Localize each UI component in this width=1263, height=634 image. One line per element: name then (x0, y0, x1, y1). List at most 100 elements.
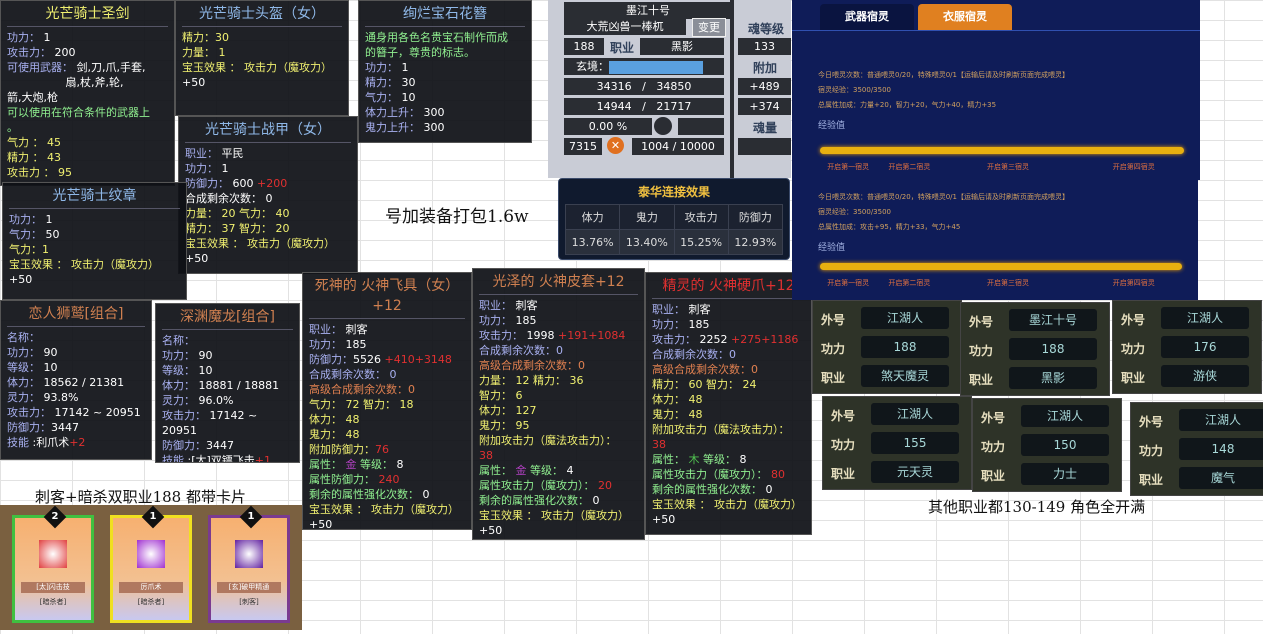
line-text: 宝玉效果 ： 攻击力（魔攻力） (182, 61, 332, 74)
line-text: 剩余的属性强化次数： (309, 488, 423, 501)
tooltip-line: 通身用各色名贵宝石制作而成 (365, 30, 525, 45)
line-text: 30 (398, 76, 416, 89)
field-value: 黑影 (1009, 367, 1097, 389)
line-text: +50 (182, 76, 206, 89)
line-text: 气力： (365, 91, 398, 104)
line-text: 攻击力： (652, 333, 696, 346)
line-text: 属性： (309, 458, 346, 471)
character-card[interactable]: 外号 江湖人 功力 176 职业 游侠 (1112, 300, 1262, 394)
line-text: 属性防御力： (309, 473, 379, 486)
change-button[interactable]: 变更 (692, 18, 726, 37)
exp-label: 经验值 (818, 243, 846, 253)
character-card[interactable]: 外号 江湖人 功力 155 职业 元天灵 (822, 396, 972, 490)
skill-card[interactable]: 2 [太]闪击技 [暗杀者] (12, 505, 94, 623)
row-job: 职业 黑影 (969, 367, 1097, 391)
row-power: 功力 188 (821, 336, 949, 360)
tooltip-pet1: 恋人狮鹫[组合] 名称： 功力： 90 等级： 10 体力： 18562 / 21381… (0, 300, 152, 460)
character-card[interactable]: 外号 墨江十号 功力 188 职业 黑影 (960, 302, 1110, 396)
line-text: 高级合成剩余次数：0 (479, 359, 585, 372)
tooltip-line: 合成剩余次数： 0 (185, 191, 351, 206)
line-text: 精力 ： 43 (7, 151, 61, 164)
line-text: +50 (479, 524, 503, 537)
tooltip-line: 可以使用在符合条件的武器上 (7, 105, 168, 120)
line-text: 3447 (206, 439, 234, 452)
tooltip-line: 防御力：3447 (162, 438, 293, 453)
character-info-panel: 墨江十号 大荒凶兽一棒杌 变更 188 职业 黑影 玄境： 34316 / 34… (548, 0, 791, 178)
tooltip-line: 体力： 48 (309, 412, 465, 427)
row-nick: 外号 江湖人 (831, 403, 959, 427)
caption-pack: 号加装备打包1.6w (385, 207, 529, 227)
tooltip-line: 气力：1 (9, 242, 180, 257)
line-text: 高级合成剩余次数：0 (309, 383, 415, 396)
tooltip-line: 属性： 木 等级： 8 (652, 452, 805, 467)
line-text: 1 (218, 162, 229, 175)
tooltip-line: 38 (479, 448, 638, 463)
line-text: 185 (512, 314, 537, 327)
tooltip-line: 属性： 金 等级： 4 (479, 463, 638, 478)
hp-value: 34316 (596, 80, 632, 93)
character-card[interactable]: 外号 江湖人 功力 150 职业 力士 (972, 398, 1122, 492)
skill-name: [太]闪击技 (21, 582, 85, 593)
character-card[interactable]: 外号 江湖人 功力 148 职业 魔气 (1130, 402, 1263, 496)
line-text: +275+1186 (731, 333, 799, 346)
tooltip-line: 属性： 金 等级： 8 (309, 457, 465, 472)
skill-card[interactable]: 1 厉爪术 [暗杀者] (110, 505, 192, 623)
close-icon[interactable]: ✕ (607, 137, 624, 154)
line-text: 2252 (696, 333, 731, 346)
tooltip-pet2: 深渊魔龙[组合] 名称： 功力： 90 等级： 10 体力： 18881 / 18881… (155, 303, 300, 463)
line-text: 气力：1 (9, 243, 49, 256)
row-power: 功力 188 (969, 338, 1097, 362)
milestone-label: 开启第一宿灵 (827, 163, 870, 171)
milestone-label: 开启第四宿灵 (1112, 163, 1155, 171)
line-text: 1 (40, 31, 51, 44)
field-value: 煞天魔灵 (861, 365, 949, 387)
tab-weapon-spirit[interactable]: 武器宿灵 (820, 4, 914, 30)
tooltip-line: 攻击力： 2252 +275+1186 (652, 332, 805, 347)
nickname-field: 大荒凶兽一棒杌 (564, 18, 686, 35)
line-text: 76 (375, 443, 389, 456)
line-text: 93.8% (40, 391, 79, 404)
field-value: 江湖人 (1161, 307, 1249, 329)
bonus-text: 总属性加成：攻击+95，精力+33，气力+45 (818, 223, 961, 231)
line-text: 等级： (699, 453, 740, 466)
milestone-label: 开启第二宿灵 (888, 279, 931, 287)
field-value: 148 (1179, 438, 1263, 460)
line-text: 80 (771, 468, 785, 481)
line-text: 宝玉效果 ： 攻击力（魔攻力） (9, 258, 159, 271)
tooltip-title: 光芒骑士纹章 (9, 186, 180, 209)
tooltip-line: 气力 ： 45 (7, 135, 168, 150)
tooltip-line: 等级： 10 (162, 363, 293, 378)
field-label: 功力 (1121, 342, 1146, 356)
line-text: 宝玉效果 ： 攻击力（魔攻力） (479, 509, 629, 522)
tab-clothes-spirit[interactable]: 衣服宿灵 (918, 4, 1012, 30)
tooltip-line: 鬼力： 48 (309, 427, 465, 442)
hp-max: 34850 (656, 80, 692, 93)
field-label: 外号 (831, 409, 856, 423)
tooltip-line: 职业： 刺客 (652, 302, 805, 317)
row-job: 职业 元天灵 (831, 461, 959, 485)
line-text: 扇,杖,斧,轮, (7, 76, 124, 89)
tooltip-line: 宝玉效果 ： 攻击力（魔攻力） (309, 502, 465, 517)
tooltip-line: 力量： 1 (182, 45, 342, 60)
line-text: 功力： (7, 31, 40, 44)
line-text: 鬼力上升： (365, 121, 420, 134)
line-text: 体力上升： (365, 106, 420, 119)
row-power: 功力 176 (1121, 336, 1249, 360)
field-label: 外号 (981, 411, 1006, 425)
taihua-title: 泰华连接效果 (637, 185, 710, 199)
count-badge: 1 (141, 505, 165, 529)
spirit-exp-text: 宿灵经验：3500/3500 (818, 208, 891, 216)
line-text: 技能 (7, 436, 33, 449)
tooltip-title: 恋人狮鹫[组合] (7, 304, 145, 327)
skill-name: [玄]破甲精通 (217, 582, 281, 593)
line-text: 力量： 20 气力： 40 (185, 207, 290, 220)
character-card[interactable]: 外号 江湖人 功力 188 职业 煞天魔灵 (812, 300, 962, 394)
line-text: 可以使用在符合条件的武器上 (7, 106, 150, 119)
header-cell: 攻击力 (673, 204, 729, 230)
field-value: 江湖人 (861, 307, 949, 329)
tooltip-line: 等级： 10 (7, 360, 145, 375)
tooltip-line: 扇,杖,斧,轮, (7, 75, 168, 90)
skill-card[interactable]: 1 [玄]破甲精通 [刺客] (208, 505, 290, 623)
line-text: 气力： (9, 228, 42, 241)
tooltip-line: 精力： 30 (365, 75, 525, 90)
